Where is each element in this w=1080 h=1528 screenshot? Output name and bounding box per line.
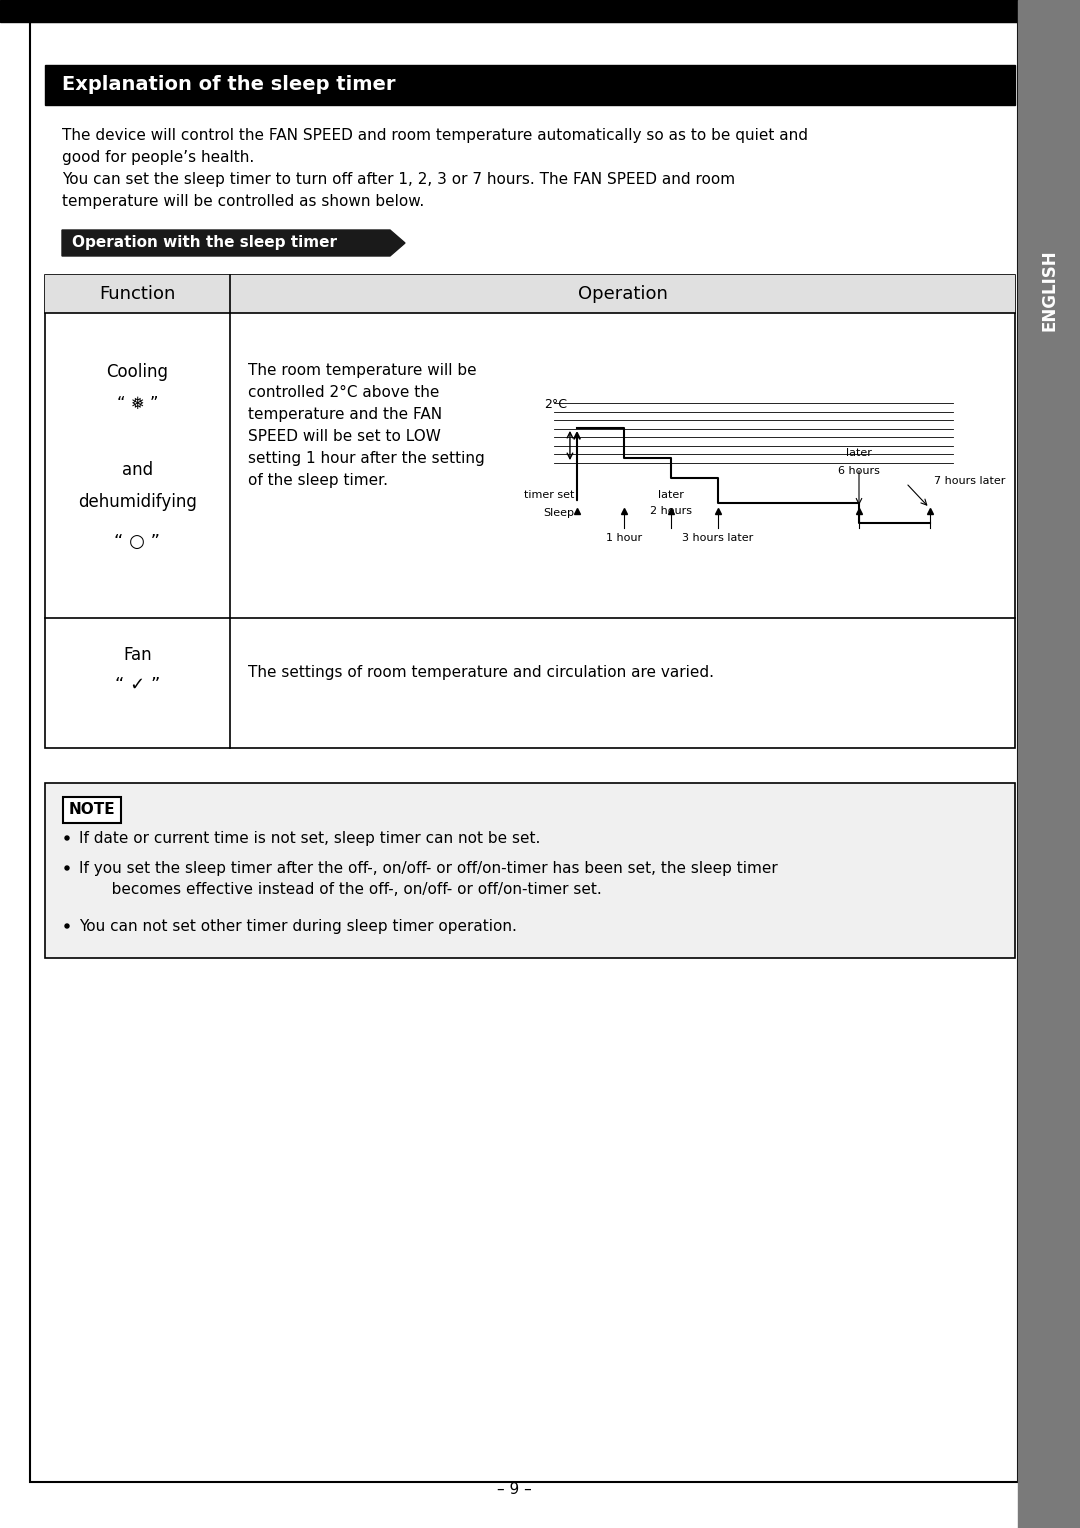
Text: Function: Function <box>99 286 176 303</box>
Bar <box>1018 0 1080 1528</box>
Text: You can not set other timer during sleep timer operation.: You can not set other timer during sleep… <box>79 918 517 934</box>
Text: ENGLISH: ENGLISH <box>1040 249 1058 332</box>
Circle shape <box>65 866 69 869</box>
Text: “ ○ ”: “ ○ ” <box>114 533 161 552</box>
Text: If you set the sleep timer after the off-, on/off- or off/on-timer has been set,: If you set the sleep timer after the off… <box>79 860 778 876</box>
Text: SPEED will be set to LOW: SPEED will be set to LOW <box>248 429 441 445</box>
Text: good for people’s health.: good for people’s health. <box>62 150 254 165</box>
Text: Operation with the sleep timer: Operation with the sleep timer <box>72 235 337 251</box>
Text: setting 1 hour after the setting: setting 1 hour after the setting <box>248 451 485 466</box>
Text: Sleep: Sleep <box>543 507 575 518</box>
Bar <box>45 275 1015 313</box>
Bar <box>63 798 121 824</box>
Circle shape <box>65 836 69 840</box>
Bar <box>45 782 1015 958</box>
Bar <box>0 0 1080 21</box>
Text: NOTE: NOTE <box>69 802 116 817</box>
Text: dehumidifying: dehumidifying <box>78 494 197 510</box>
Circle shape <box>65 924 69 927</box>
Text: 2 hours: 2 hours <box>650 506 692 516</box>
Text: 6 hours: 6 hours <box>838 466 880 475</box>
Text: “ ❅ ”: “ ❅ ” <box>117 396 159 413</box>
Text: later: later <box>658 489 684 500</box>
Text: and: and <box>122 461 153 478</box>
Text: of the sleep timer.: of the sleep timer. <box>248 474 388 487</box>
Text: “ ✓ ”: “ ✓ ” <box>114 675 160 694</box>
Bar <box>45 66 1015 105</box>
Text: – 9 –: – 9 – <box>497 1482 531 1497</box>
Text: controlled 2°C above the: controlled 2°C above the <box>248 385 440 400</box>
Text: Fan: Fan <box>123 646 152 665</box>
Text: becomes effective instead of the off-, on/off- or off/on-timer set.: becomes effective instead of the off-, o… <box>97 883 602 897</box>
Text: 7 hours later: 7 hours later <box>934 475 1005 486</box>
Text: temperature will be controlled as shown below.: temperature will be controlled as shown … <box>62 194 424 209</box>
Text: The device will control the FAN SPEED and room temperature automatically so as t: The device will control the FAN SPEED an… <box>62 128 808 144</box>
Text: 2°C: 2°C <box>544 397 567 411</box>
Text: 3 hours later: 3 hours later <box>683 533 754 542</box>
Polygon shape <box>62 231 405 257</box>
Text: You can set the sleep timer to turn off after 1, 2, 3 or 7 hours. The FAN SPEED : You can set the sleep timer to turn off … <box>62 173 735 186</box>
Text: The room temperature will be: The room temperature will be <box>248 364 476 377</box>
Text: timer set: timer set <box>524 489 575 500</box>
Text: The settings of room temperature and circulation are varied.: The settings of room temperature and cir… <box>248 666 714 680</box>
Text: 1 hour: 1 hour <box>606 533 643 542</box>
Text: Cooling: Cooling <box>107 364 168 380</box>
Text: temperature and the FAN: temperature and the FAN <box>248 406 442 422</box>
Text: later: later <box>846 449 872 458</box>
Text: Operation: Operation <box>578 286 667 303</box>
Bar <box>45 275 1015 749</box>
Text: Explanation of the sleep timer: Explanation of the sleep timer <box>62 75 395 95</box>
Text: If date or current time is not set, sleep timer can not be set.: If date or current time is not set, slee… <box>79 831 540 845</box>
